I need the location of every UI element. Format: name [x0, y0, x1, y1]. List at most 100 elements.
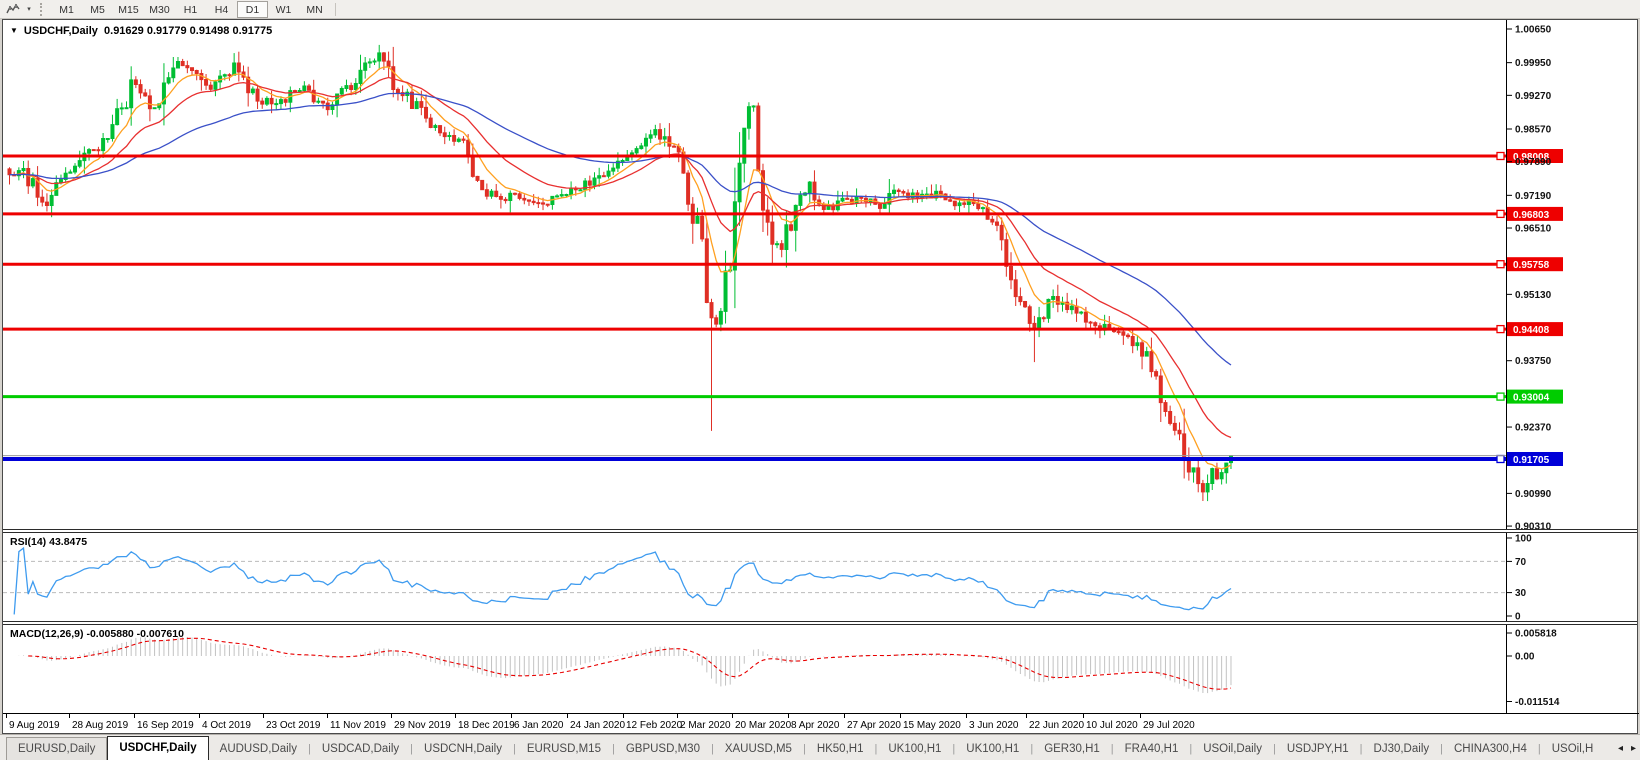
timeframe-button-h1[interactable]: H1	[183, 3, 198, 16]
level-line-0.98008[interactable]: 0.98008	[3, 149, 1563, 163]
date-tick-label: 29 Jul 2020	[1143, 720, 1195, 731]
level-line-0.93004[interactable]: 0.93004	[3, 389, 1563, 404]
chart-tab-gbpusd-m30[interactable]: GBPUSD,M30	[625, 743, 700, 755]
rsi-tick-label: 30	[1515, 588, 1527, 599]
chart-tab-eurusd-daily[interactable]: EURUSD,Daily	[6, 737, 108, 760]
rsi-tick-label: 0	[1515, 612, 1521, 622]
tab-separator: |	[802, 743, 806, 755]
date-tick-label: 3 Jun 2020	[969, 720, 1019, 731]
chart-tab-ger30-h1[interactable]: GER30,H1	[1044, 743, 1100, 755]
tab-separator: |	[1359, 743, 1363, 755]
chart-tab-usdcnh-daily[interactable]: USDCNH,Daily	[424, 743, 502, 755]
rsi-tick-label: 100	[1515, 534, 1532, 545]
level-handle	[1496, 209, 1505, 219]
chart-tab-hk50-h1[interactable]: HK50,H1	[816, 743, 864, 755]
level-price-label-bg	[1507, 322, 1563, 337]
timeframe-button-m30[interactable]: M30	[149, 3, 170, 16]
chart-tab-fra40-h1[interactable]: FRA40,H1	[1124, 743, 1179, 755]
level-price-label: 0.98008	[1513, 152, 1550, 163]
chart-title-symbol: USDCHF,Daily	[23, 25, 98, 37]
main-chart-canvas[interactable]: 0.98008 0.96803 0.95758 0.94408 0.93004 0.917…	[3, 20, 1639, 529]
timeframe-button-w1[interactable]: W1	[275, 3, 292, 16]
price-tick-label: 0.92370	[1515, 423, 1552, 434]
date-tick-label: 20 Mar 2020	[735, 720, 792, 731]
macd-name: MACD(12,26,9)	[10, 628, 84, 640]
date-tick-label: 10 Jul 2020	[1086, 720, 1138, 731]
date-tick-label: 24 Jan 2020	[570, 720, 625, 731]
rsi-value: 43.8475	[49, 536, 88, 548]
pane-separator[interactable]	[3, 529, 1637, 533]
macd-tick-label: 0.00	[1515, 652, 1535, 663]
tab-separator: |	[1273, 743, 1276, 755]
tab-scroll-right-icon[interactable]: ▸	[1630, 743, 1636, 754]
level-line-0.95758[interactable]: 0.95758	[3, 257, 1563, 272]
level-price-label-bg	[1507, 206, 1563, 221]
level-line-0.91705[interactable]: 0.91705	[3, 452, 1563, 466]
ma-mid-line	[9, 76, 1232, 439]
macd-indicator-label: MACD(12,26,9) -0.005880 -0.007610	[10, 628, 184, 640]
date-tick-label: 23 Oct 2019	[266, 720, 321, 731]
window-menu-caret-icon[interactable]: ▼	[10, 26, 18, 35]
tab-bar: EURUSD,Daily USDCHF,Daily AUDUSD,Daily | USD…	[0, 734, 1640, 760]
pane-separator[interactable]	[3, 621, 1637, 625]
chart-tab-china300-h4[interactable]: CHINA300,H4	[1453, 743, 1527, 755]
date-axis: 9 Aug 2019 28 Aug 2019 16 Sep 2019 4 Oct 20…	[3, 713, 1639, 731]
zigzag-drawing-icon[interactable]	[3, 2, 23, 17]
macd-values: -0.005880 -0.007610	[86, 628, 184, 640]
tab-separator: |	[307, 743, 311, 755]
chart-tab-usdjpy-h1[interactable]: USDJPY,H1	[1286, 743, 1349, 755]
price-tick-label: 0.99270	[1515, 91, 1552, 102]
candles-down	[7, 46, 1219, 501]
tab-separator: |	[1537, 743, 1541, 755]
level-line-0.94408[interactable]: 0.94408	[3, 322, 1563, 337]
price-tick-label: 1.00650	[1515, 25, 1552, 36]
level-price-label: 0.91705	[1513, 455, 1550, 466]
macd-signal-line	[28, 637, 1232, 690]
date-tick-label: 29 Nov 2019	[394, 720, 451, 731]
date-tick-label: 6 Jan 2020	[514, 720, 564, 731]
date-tick-label: 11 Nov 2019	[330, 720, 386, 731]
chart-tab-xauusd-m5[interactable]: XAUUSD,M5	[724, 743, 792, 755]
chart-tab-audusd-daily[interactable]: AUDUSD,Daily	[219, 743, 297, 755]
rsi-pane-canvas[interactable]: 100 70 30 0	[3, 533, 1639, 621]
level-price-label-bg	[1507, 257, 1563, 272]
timeframe-button-m1[interactable]: M1	[59, 3, 74, 16]
timeframe-button-m5[interactable]: M5	[90, 3, 105, 16]
chart-tab-dj30-daily[interactable]: DJ30,Daily	[1373, 743, 1430, 755]
level-price-label: 0.93004	[1513, 393, 1550, 404]
macd-pane-canvas[interactable]: 0.005818 0.00 -0.011514	[3, 625, 1639, 713]
timeframe-button-mn[interactable]: MN	[306, 3, 323, 16]
chart-tab-uk100-h1[interactable]: UK100,H1	[888, 743, 942, 755]
level-price-label: 0.95758	[1513, 260, 1550, 271]
level-handle	[1496, 392, 1505, 401]
ma-slow-line	[9, 92, 1232, 366]
timeframe-button-h4[interactable]: H4	[214, 3, 229, 16]
chart-tab-usdcad-daily[interactable]: USDCAD,Daily	[321, 743, 400, 755]
chart-tab-usoil-daily[interactable]: USOil,Daily	[1203, 743, 1262, 755]
timeframe-button-m15[interactable]: M15	[118, 3, 139, 16]
chart-tab-uk100-h1[interactable]: UK100,H1	[966, 743, 1020, 755]
date-tick-label: 28 Aug 2019	[72, 720, 129, 731]
toolbar-separator	[335, 2, 336, 16]
timeframe-button-d1[interactable]: D1	[237, 0, 268, 18]
level-line-0.96803[interactable]: 0.96803	[3, 206, 1563, 221]
price-tick-label: 0.90990	[1515, 489, 1552, 500]
toolbar-grip[interactable]	[40, 2, 44, 16]
level-price-label-bg	[1507, 389, 1563, 404]
ma-fast-line	[9, 66, 1232, 470]
tab-list: EURUSD,Daily USDCHF,Daily AUDUSD,Daily | USD…	[6, 735, 1606, 760]
chart-window: 0.98008 0.96803 0.95758 0.94408 0.93004 0.917…	[2, 19, 1639, 734]
tab-separator: |	[1110, 743, 1114, 755]
tab-separator: |	[952, 743, 956, 755]
chart-tab-usoil-h[interactable]: USOil,H	[1551, 743, 1594, 755]
level-handle	[1496, 260, 1505, 269]
toolbar-dropdown-caret-icon[interactable]: ▾	[27, 6, 31, 13]
rsi-indicator-label: RSI(14) 43.8475	[10, 536, 87, 548]
price-tick-label: 0.97890	[1515, 157, 1552, 168]
tab-separator: |	[1030, 743, 1034, 755]
chart-tab-usdchf-daily[interactable]: USDCHF,Daily	[107, 736, 209, 760]
chart-title: ▼ USDCHF,Daily 0.91629 0.91779 0.91498 0.…	[10, 25, 272, 37]
price-tick-label: 0.97190	[1515, 191, 1552, 202]
chart-tab-eurusd-m15[interactable]: EURUSD,M15	[526, 743, 601, 755]
tab-scroll-left-icon[interactable]: ◂	[1617, 743, 1623, 754]
